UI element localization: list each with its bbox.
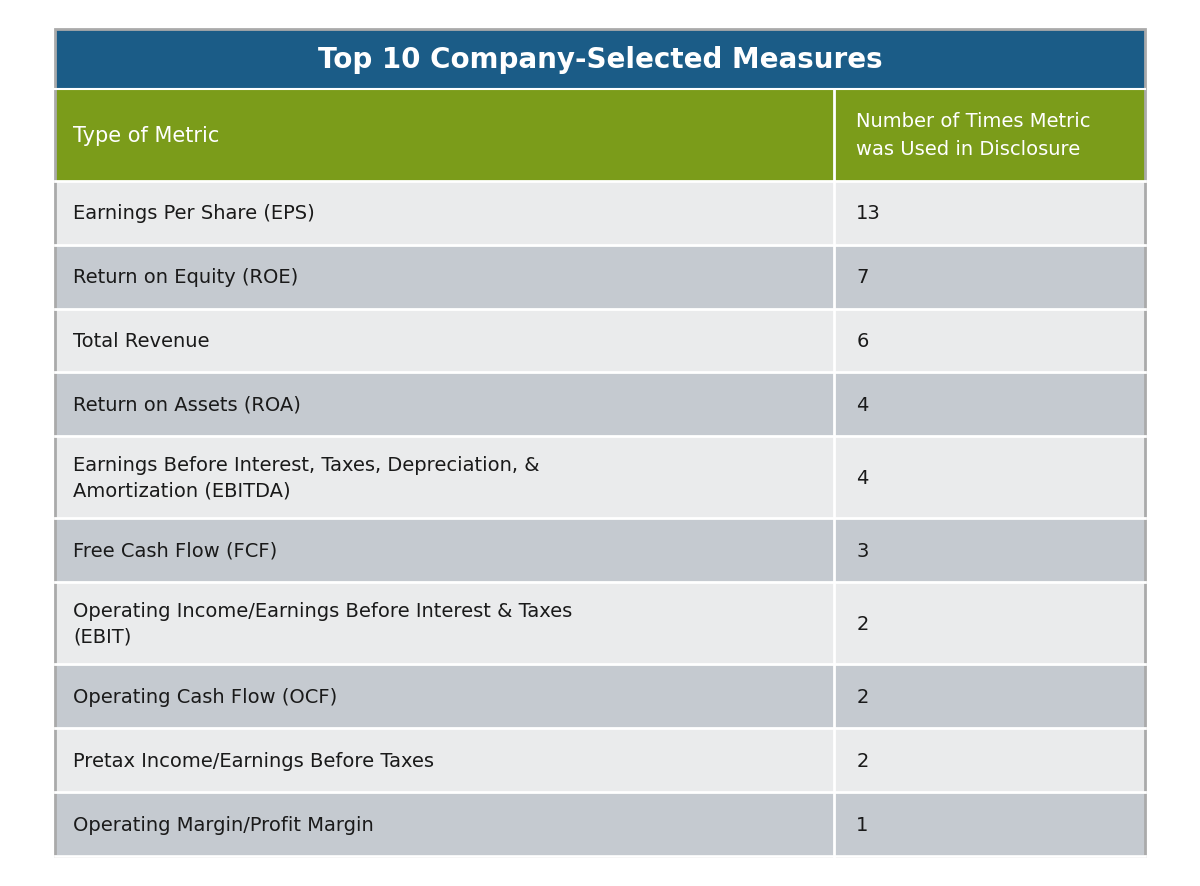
Text: Return on Equity (ROE): Return on Equity (ROE) <box>73 268 299 287</box>
Bar <box>834 309 1145 373</box>
Bar <box>834 437 1145 519</box>
Bar <box>55 519 834 583</box>
Text: Number of Times Metric
was Used in Disclosure: Number of Times Metric was Used in Discl… <box>857 113 1091 159</box>
Text: Operating Cash Flow (OCF): Operating Cash Flow (OCF) <box>73 688 337 706</box>
Bar <box>55 245 834 309</box>
Text: 3: 3 <box>857 541 869 560</box>
Text: Pretax Income/Earnings Before Taxes: Pretax Income/Earnings Before Taxes <box>73 751 434 770</box>
Text: Free Cash Flow (FCF): Free Cash Flow (FCF) <box>73 541 277 560</box>
Bar <box>834 245 1145 309</box>
Bar <box>834 583 1145 664</box>
Bar <box>55 437 834 519</box>
Bar <box>834 519 1145 583</box>
Bar <box>834 728 1145 792</box>
Text: 6: 6 <box>857 331 869 351</box>
Bar <box>55 792 834 856</box>
Bar <box>834 182 1145 245</box>
Text: 4: 4 <box>857 469 869 487</box>
Bar <box>55 89 834 182</box>
Text: 2: 2 <box>857 688 869 706</box>
Text: Earnings Before Interest, Taxes, Depreciation, &
Amortization (EBITDA): Earnings Before Interest, Taxes, Depreci… <box>73 455 540 500</box>
Bar <box>55 182 834 245</box>
Text: Return on Assets (ROA): Return on Assets (ROA) <box>73 395 301 415</box>
Text: 4: 4 <box>857 395 869 415</box>
Text: 2: 2 <box>857 751 869 770</box>
Text: 7: 7 <box>857 268 869 287</box>
Bar <box>55 309 834 373</box>
Text: Earnings Per Share (EPS): Earnings Per Share (EPS) <box>73 204 314 223</box>
Bar <box>834 664 1145 728</box>
Text: 2: 2 <box>857 614 869 633</box>
Text: Operating Margin/Profit Margin: Operating Margin/Profit Margin <box>73 814 373 834</box>
Text: Type of Metric: Type of Metric <box>73 126 220 146</box>
Text: Top 10 Company-Selected Measures: Top 10 Company-Selected Measures <box>318 46 882 74</box>
Text: Operating Income/Earnings Before Interest & Taxes
(EBIT): Operating Income/Earnings Before Interes… <box>73 602 572 646</box>
Bar <box>55 728 834 792</box>
Text: 13: 13 <box>857 204 881 223</box>
Bar <box>834 89 1145 182</box>
Bar <box>55 30 1145 89</box>
Bar <box>55 373 834 437</box>
Text: 1: 1 <box>857 814 869 834</box>
Text: Total Revenue: Total Revenue <box>73 331 210 351</box>
Bar <box>55 583 834 664</box>
Bar <box>834 792 1145 856</box>
Bar <box>834 373 1145 437</box>
Bar <box>55 664 834 728</box>
